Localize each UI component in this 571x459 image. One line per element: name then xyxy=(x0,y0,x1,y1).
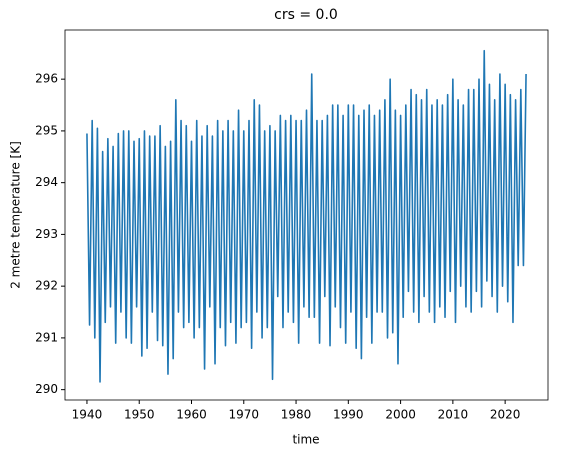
x-tick-label: 1970 xyxy=(228,408,259,422)
x-tick-label: 1950 xyxy=(124,408,155,422)
y-tick-label: 295 xyxy=(35,123,58,137)
y-tick-label: 290 xyxy=(35,382,58,396)
x-tick-label: 1940 xyxy=(72,408,103,422)
x-axis-label: time xyxy=(292,433,319,447)
y-tick-label: 293 xyxy=(35,227,58,241)
x-tick-label: 1990 xyxy=(333,408,364,422)
y-tick-label: 296 xyxy=(35,72,58,86)
y-tick-label: 292 xyxy=(35,279,58,293)
x-tick-label: 2010 xyxy=(438,408,469,422)
x-tick-label: 2020 xyxy=(490,408,521,422)
y-tick-label: 291 xyxy=(35,330,58,344)
chart-title: crs = 0.0 xyxy=(274,7,338,23)
x-tick-label: 2000 xyxy=(385,408,416,422)
x-tick-label: 1980 xyxy=(281,408,312,422)
plot-frame xyxy=(64,29,549,401)
y-axis-label: 2 metre temperature [K] xyxy=(9,141,23,289)
data-line xyxy=(86,49,527,383)
x-tick-label: 1960 xyxy=(176,408,207,422)
y-tick-label: 294 xyxy=(35,175,58,189)
